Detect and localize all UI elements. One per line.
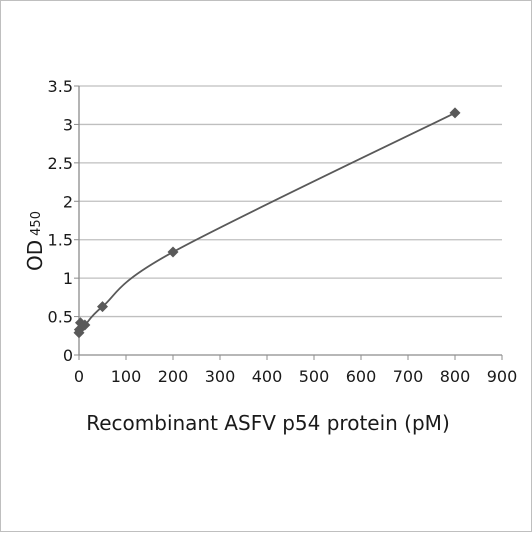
- y-axis-title: OD 450: [23, 211, 47, 271]
- x-axis-title: Recombinant ASFV p54 protein (pM): [86, 411, 450, 435]
- x-tick-label: 400: [252, 367, 283, 386]
- y-axis-title-main: OD: [23, 240, 47, 271]
- fitted-curve: [78, 112, 456, 333]
- x-tick-label: 100: [111, 367, 142, 386]
- y-tick-label: 1: [63, 269, 73, 288]
- y-tick-label: 1.5: [48, 231, 73, 250]
- y-tick-label: 0: [63, 346, 73, 365]
- y-axis-title-subscript: 450: [29, 211, 44, 236]
- axes: [74, 85, 503, 360]
- data-points: [73, 107, 461, 339]
- data-point-diamond: [79, 319, 91, 331]
- x-tick-labels: 0 100 200 300 400 500 600 700 800 900: [74, 367, 517, 386]
- data-point-diamond: [449, 107, 461, 119]
- x-tick-label: 900: [487, 367, 518, 386]
- y-tick-label: 0.5: [48, 308, 73, 327]
- y-tick-label: 2: [63, 192, 73, 211]
- trend-curve: [78, 112, 456, 333]
- x-tick-label: 0: [74, 367, 84, 386]
- x-tick-label: 800: [440, 367, 471, 386]
- y-tick-label: 3.5: [48, 77, 73, 96]
- data-point-diamond: [97, 301, 108, 313]
- x-tick-label: 200: [158, 367, 189, 386]
- y-tick-label: 3: [63, 115, 73, 134]
- data-point-diamond: [167, 246, 179, 258]
- y-tick-labels: 0 0.5 1 1.5 2 2.5 3 3.5: [48, 77, 73, 365]
- x-tick-label: 700: [393, 367, 424, 386]
- gridlines: [79, 85, 502, 318]
- x-tick-label: 500: [299, 367, 330, 386]
- y-tick-label: 2.5: [48, 154, 73, 173]
- x-tick-label: 300: [205, 367, 236, 386]
- x-tick-label: 600: [346, 367, 377, 386]
